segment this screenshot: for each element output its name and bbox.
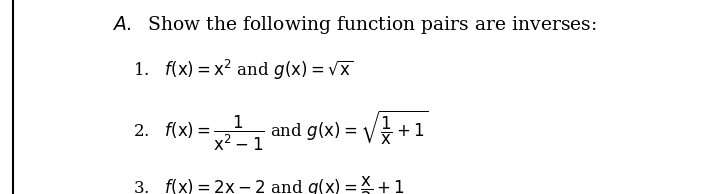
Text: 2.   $f(\mathrm{x}) = \dfrac{1}{\mathrm{x}^2 - 1}$ and $g(\mathrm{x}) = \sqrt{\d: 2. $f(\mathrm{x}) = \dfrac{1}{\mathrm{x}… — [133, 109, 428, 153]
Text: $\mathit{A}$$.\ \ $Show the following function pairs are inverses:: $\mathit{A}$$.\ \ $Show the following fu… — [112, 14, 596, 36]
Text: 3.   $f(\mathrm{x}) = 2\mathrm{x} - 2$ and $g(\mathrm{x}) = \dfrac{\mathrm{x}}{2: 3. $f(\mathrm{x}) = 2\mathrm{x} - 2$ and… — [133, 175, 405, 194]
Text: 1.   $f(\mathrm{x}) = \mathrm{x}^2$ and $g(\mathrm{x}) = \sqrt{\mathrm{x}}$: 1. $f(\mathrm{x}) = \mathrm{x}^2$ and $g… — [133, 58, 354, 82]
